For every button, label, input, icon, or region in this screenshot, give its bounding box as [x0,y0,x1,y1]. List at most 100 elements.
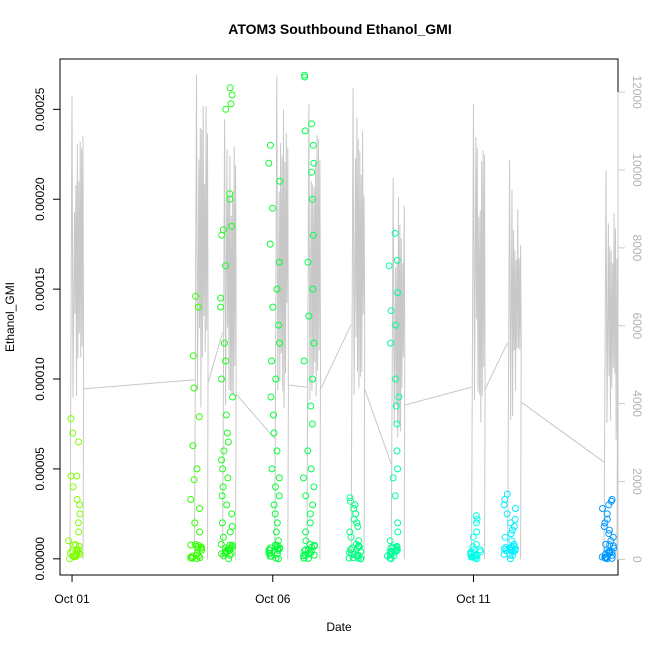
y-right-tick-label: 8000 [630,235,644,262]
data-point [308,195,316,203]
data-point [392,321,400,329]
data-point [189,352,197,360]
data-point [354,523,362,530]
data-point [69,429,77,437]
data-point [196,505,203,512]
altitude-connector [83,379,195,390]
altitude-trace [69,95,85,560]
data-point [472,519,480,527]
data-point [265,159,273,167]
data-point [274,545,282,553]
data-point [473,528,481,536]
data-point [224,474,232,482]
data-point [228,523,236,530]
data-point [473,515,481,523]
data-point [228,91,236,99]
data-point [469,533,477,541]
data-point [226,541,234,549]
data-points [65,71,618,563]
data-point [507,555,514,563]
data-point [67,415,75,423]
data-point [65,537,72,545]
data-point [266,141,274,149]
data-point [304,258,312,266]
data-point [270,411,277,419]
data-point [502,547,510,555]
data-point [349,554,357,562]
data-point [226,84,234,92]
data-point [273,519,281,527]
data-point [392,375,399,383]
altitude-connector [404,386,472,406]
data-point [393,545,400,553]
data-point [228,222,236,230]
data-point [218,550,225,558]
data-point [271,541,279,549]
data-point [75,438,83,446]
data-point [309,141,317,149]
data-point [387,339,395,347]
y-axis-label: Ethanol_GMI [3,282,17,352]
data-point [229,393,236,401]
x-tick-label: Oct 06 [255,592,291,606]
data-point [511,545,519,553]
data-point [190,476,198,484]
data-point [306,510,314,518]
altitude-connector [235,393,276,440]
chart-title: ATOM3 Southbound Ethanol_GMI [228,21,451,37]
data-point [306,549,314,557]
data-point [275,492,283,500]
data-point [227,100,235,108]
data-point [187,541,195,549]
data-point [605,548,612,556]
data-point [192,551,200,559]
data-point [346,528,354,536]
data-point [301,547,309,555]
data-point [606,549,613,557]
data-point [192,292,200,300]
data-point [276,177,284,185]
data-point [603,510,611,518]
data-point [272,483,279,491]
data-point [273,447,281,455]
altitude-series [69,74,619,560]
data-point [471,552,479,560]
data-point [196,554,204,562]
data-point [219,465,227,473]
data-point [218,492,226,500]
data-point [393,447,401,455]
data-point [608,554,616,562]
data-point [307,548,315,555]
data-point [306,519,314,527]
y-left-tick-label: 0.00000 [33,537,47,581]
data-point [272,554,280,562]
data-point [190,384,198,392]
data-point [473,552,481,560]
data-point [350,505,358,512]
data-point [510,523,518,530]
y-right-tick-label: 12000 [630,75,644,109]
data-point [601,519,609,527]
data-point [193,465,201,473]
data-point [301,127,309,135]
data-point [300,554,308,562]
data-point [308,420,316,428]
data-point [226,545,233,553]
data-point [304,447,312,455]
data-point [348,544,356,552]
data-point [69,552,77,560]
y-right-tick-label: 10000 [630,153,644,187]
data-point [302,537,310,545]
data-point [603,515,611,523]
data-point [268,357,275,365]
data-point [223,429,231,437]
data-point [76,510,84,518]
data-point [346,494,354,502]
altitude-connector [287,384,307,388]
data-point [217,294,225,302]
data-point [508,526,516,534]
data-point [387,307,395,315]
data-point [472,512,480,520]
data-point [394,289,402,297]
